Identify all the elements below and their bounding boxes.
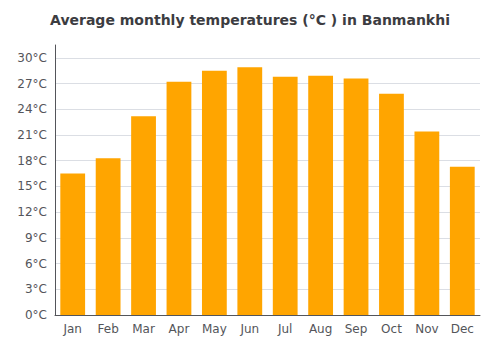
svg-text:15°C: 15°C <box>17 179 47 193</box>
svg-text:Aug: Aug <box>309 322 332 336</box>
svg-text:May: May <box>202 322 227 336</box>
svg-text:Average monthly temperatures (: Average monthly temperatures (°C ) in Ba… <box>50 12 450 28</box>
svg-text:Sep: Sep <box>345 322 368 336</box>
svg-text:Feb: Feb <box>98 322 119 336</box>
svg-text:24°C: 24°C <box>17 102 47 116</box>
svg-text:12°C: 12°C <box>17 205 47 219</box>
svg-text:Jan: Jan <box>62 322 82 336</box>
svg-text:Dec: Dec <box>451 322 474 336</box>
svg-text:Apr: Apr <box>169 322 190 336</box>
svg-text:18°C: 18°C <box>17 154 47 168</box>
svg-text:6°C: 6°C <box>25 257 47 271</box>
svg-text:Oct: Oct <box>381 322 402 336</box>
svg-text:Nov: Nov <box>415 322 438 336</box>
svg-text:0°C: 0°C <box>25 308 47 322</box>
svg-text:Mar: Mar <box>132 322 155 336</box>
svg-text:9°C: 9°C <box>25 231 47 245</box>
svg-text:Jun: Jun <box>239 322 259 336</box>
svg-text:Jul: Jul <box>277 322 292 336</box>
svg-text:27°C: 27°C <box>17 77 47 91</box>
svg-text:30°C: 30°C <box>17 51 47 65</box>
svg-text:21°C: 21°C <box>17 128 47 142</box>
svg-text:3°C: 3°C <box>25 282 47 296</box>
